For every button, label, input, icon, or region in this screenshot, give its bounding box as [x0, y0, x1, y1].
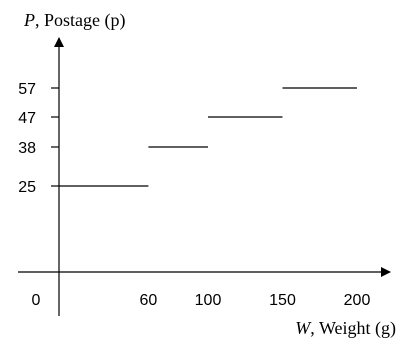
origin-label: 0 [32, 292, 41, 309]
y-axis-title-text: , Postage (p) [35, 10, 125, 31]
step-segments [59, 87, 357, 187]
y-tick-label-47: 47 [18, 110, 36, 127]
x-tick-label-150: 150 [269, 292, 296, 309]
y-axis-variable: P [23, 10, 35, 30]
y-tick-label-57: 57 [18, 81, 36, 98]
x-tick-label-200: 200 [344, 292, 371, 309]
x-tick-labels: 60 100 150 200 [140, 292, 371, 309]
x-tick-label-100: 100 [195, 292, 222, 309]
x-tick-label-60: 60 [140, 292, 158, 309]
y-axis-title: P, Postage (p) [23, 10, 125, 31]
y-tick-labels: 25 38 47 57 [18, 81, 59, 196]
x-axis-title: W, Weight (g) [295, 318, 396, 339]
x-axis-title-text: , Weight (g) [310, 318, 396, 339]
x-axis-variable: W [295, 318, 312, 338]
y-tick-label-25: 25 [18, 179, 36, 196]
y-tick-label-38: 38 [18, 140, 36, 157]
